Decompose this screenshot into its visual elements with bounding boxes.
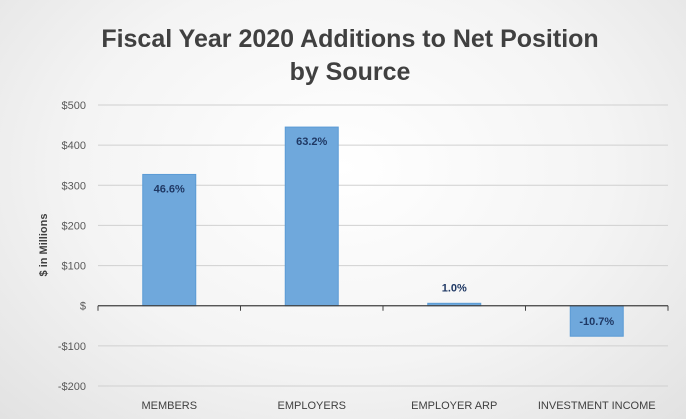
x-axis bbox=[97, 305, 669, 311]
category-label: EMPLOYER ARP bbox=[411, 400, 497, 412]
y-tick-label: $300 bbox=[62, 180, 86, 192]
y-tick-label: $100 bbox=[62, 261, 86, 273]
category-label: INVESTMENT INCOME bbox=[538, 400, 656, 412]
category-label: EMPLOYERS bbox=[278, 400, 346, 412]
y-tick-label: -$100 bbox=[58, 341, 86, 353]
data-label: -10.7% bbox=[579, 316, 614, 328]
category-label: MEMBERS bbox=[141, 400, 197, 412]
bar bbox=[569, 305, 624, 337]
bar bbox=[284, 126, 339, 307]
chart-title: Fiscal Year 2020 Additions to Net Positi… bbox=[101, 25, 598, 53]
data-label: 63.2% bbox=[296, 136, 327, 148]
bars bbox=[142, 126, 624, 337]
data-label: 1.0% bbox=[442, 282, 467, 294]
y-tick-label: $ bbox=[80, 301, 86, 313]
y-tick-label: $200 bbox=[62, 220, 86, 232]
y-axis-ticks: $500 $400 $300 $200 $100 $ -$100 -$200 bbox=[58, 100, 86, 393]
data-labels: 46.6% 63.2% 1.0% -10.7% bbox=[154, 136, 615, 328]
y-tick-label: $400 bbox=[62, 140, 86, 152]
chart-subtitle: by Source bbox=[290, 58, 411, 86]
y-tick-label: $500 bbox=[62, 100, 86, 112]
data-label: 46.6% bbox=[154, 183, 185, 195]
category-labels: MEMBERS EMPLOYERS EMPLOYER ARP INVESTMENT I… bbox=[141, 400, 655, 412]
y-tick-label: -$200 bbox=[58, 381, 86, 393]
y-axis-label: $ in Millions bbox=[38, 214, 50, 277]
